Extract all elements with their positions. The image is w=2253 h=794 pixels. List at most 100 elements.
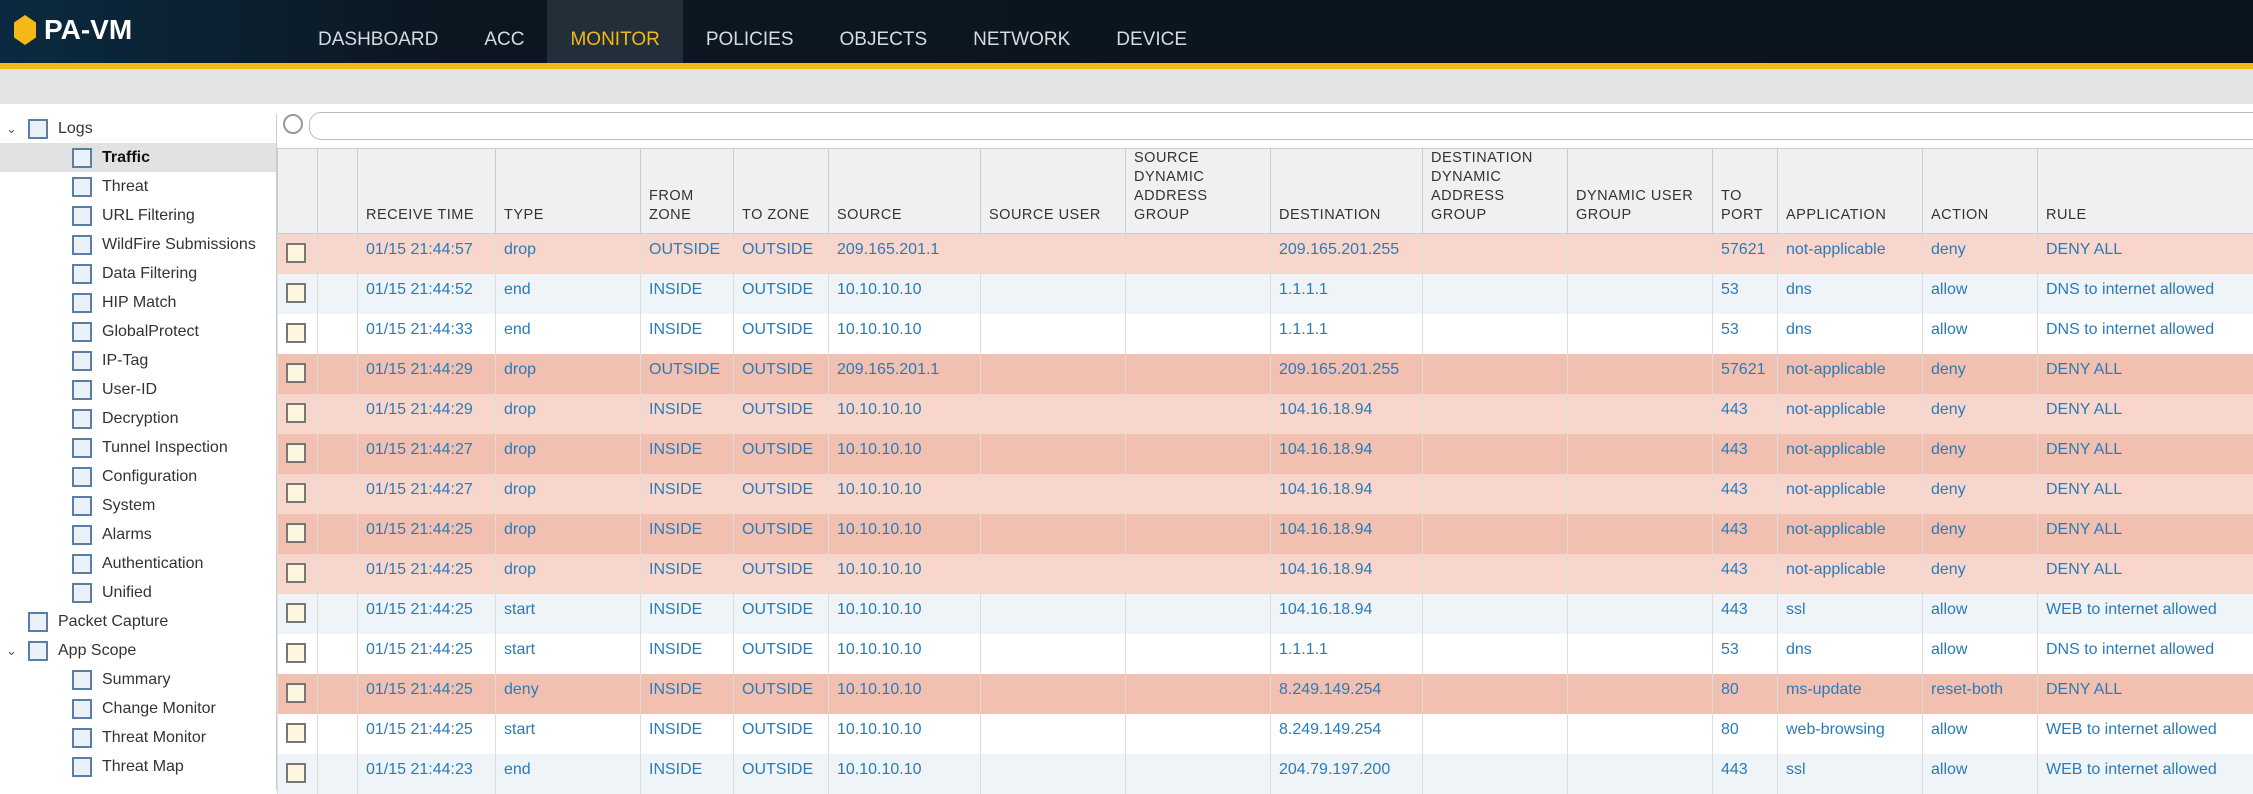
column-header[interactable]: DESTINATION DYNAMIC ADDRESS GROUP xyxy=(1423,149,1568,234)
sidebar-item[interactable]: Traffic xyxy=(0,143,276,172)
sidebar-item[interactable]: Packet Capture xyxy=(0,607,276,636)
sidebar-item[interactable]: IP-Tag xyxy=(0,346,276,375)
sidebar-item[interactable]: Configuration xyxy=(0,462,276,491)
sidebar-item[interactable]: Threat Monitor xyxy=(0,723,276,752)
column-header[interactable]: TYPE xyxy=(496,149,641,234)
detail-icon[interactable] xyxy=(286,403,306,423)
column-header[interactable]: FROM ZONE xyxy=(641,149,734,234)
sidebar-item[interactable]: Summary xyxy=(0,665,276,694)
cell-text: DENY ALL xyxy=(2046,681,2122,698)
detail-icon[interactable] xyxy=(286,603,306,623)
column-header[interactable]: TO PORT xyxy=(1713,149,1778,234)
detail-icon[interactable] xyxy=(286,243,306,263)
detail-icon[interactable] xyxy=(286,723,306,743)
log-cell: 80 xyxy=(1713,714,1778,754)
sidebar-item[interactable]: ⌄Logs xyxy=(0,114,276,143)
sidebar-item[interactable]: User-ID xyxy=(0,375,276,404)
nav-item[interactable]: MONITOR xyxy=(547,0,682,63)
column-header[interactable]: RECEIVE TIME xyxy=(358,149,496,234)
column-header[interactable]: ACTION xyxy=(1923,149,2038,234)
detail-icon[interactable] xyxy=(286,483,306,503)
blank-cell xyxy=(318,274,358,314)
sidebar-item[interactable]: Threat Map xyxy=(0,752,276,781)
log-cell: OUTSIDE xyxy=(734,754,829,794)
detail-icon[interactable] xyxy=(286,563,306,583)
nav-item[interactable]: POLICIES xyxy=(683,0,817,63)
sidebar-item[interactable]: Threat xyxy=(0,172,276,201)
log-cell: 443 xyxy=(1713,594,1778,634)
column-header[interactable]: SOURCE USER xyxy=(981,149,1126,234)
log-cell xyxy=(1423,634,1568,674)
column-header[interactable]: TO ZONE xyxy=(734,149,829,234)
sidebar-item[interactable]: Decryption xyxy=(0,404,276,433)
log-cell xyxy=(1568,234,1713,274)
log-cell xyxy=(981,394,1126,434)
sidebar-item[interactable]: WildFire Submissions xyxy=(0,230,276,259)
detail-icon[interactable] xyxy=(286,523,306,543)
sidebar-item[interactable]: System xyxy=(0,491,276,520)
detail-icon[interactable] xyxy=(286,683,306,703)
log-cell: 01/15 21:44:29 xyxy=(358,394,496,434)
sidebar-item[interactable]: Change Monitor xyxy=(0,694,276,723)
sidebar-item[interactable]: ⌄App Scope xyxy=(0,636,276,665)
sidebar-item[interactable]: Authentication xyxy=(0,549,276,578)
log-cell: drop xyxy=(496,394,641,434)
detail-icon[interactable] xyxy=(286,283,306,303)
cell-text: DENY ALL xyxy=(2046,521,2122,538)
sidebar-item[interactable]: GlobalProtect xyxy=(0,317,276,346)
nav-item[interactable]: DEVICE xyxy=(1093,0,1210,63)
cell-text: 80 xyxy=(1721,721,1739,738)
log-cell xyxy=(981,274,1126,314)
cell-text: 209.165.201.1 xyxy=(837,241,939,258)
detail-icon[interactable] xyxy=(286,443,306,463)
sidebar-item[interactable]: Tunnel Inspection xyxy=(0,433,276,462)
sidebar-item[interactable]: Alarms xyxy=(0,520,276,549)
sidebar-item[interactable]: URL Filtering xyxy=(0,201,276,230)
item-icon xyxy=(28,612,48,632)
sidebar-item[interactable]: Unified xyxy=(0,578,276,607)
nav-item[interactable]: ACC xyxy=(461,0,547,63)
search-input[interactable] xyxy=(309,112,2253,140)
logo: PA-VM xyxy=(14,14,132,46)
detail-icon[interactable] xyxy=(286,643,306,663)
column-header[interactable]: SOURCE DYNAMIC ADDRESS GROUP xyxy=(1126,149,1271,234)
item-label: Logs xyxy=(58,120,93,138)
nav-item[interactable]: NETWORK xyxy=(950,0,1093,63)
column-header[interactable]: DESTINATION xyxy=(1271,149,1423,234)
sidebar-item[interactable]: HIP Match xyxy=(0,288,276,317)
detail-icon[interactable] xyxy=(286,763,306,783)
sidebar-item[interactable]: Data Filtering xyxy=(0,259,276,288)
cell-text: OUTSIDE xyxy=(742,721,813,738)
cell-text: OUTSIDE xyxy=(742,281,813,298)
column-header[interactable]: RULE xyxy=(2038,149,2253,234)
cell-text: deny xyxy=(1931,401,1966,418)
log-cell: DNS to internet allowed xyxy=(2038,634,2253,674)
detail-icon[interactable] xyxy=(286,363,306,383)
cell-text: OUTSIDE xyxy=(742,321,813,338)
cell-text: DNS to internet allowed xyxy=(2046,321,2214,338)
log-cell: 01/15 21:44:25 xyxy=(358,594,496,634)
nav-item[interactable]: DASHBOARD xyxy=(295,0,461,63)
column-header[interactable]: SOURCE xyxy=(829,149,981,234)
column-header[interactable]: DYNAMIC USER GROUP xyxy=(1568,149,1713,234)
blank-cell xyxy=(318,314,358,354)
column-header[interactable]: APPLICATION xyxy=(1778,149,1923,234)
blank-cell xyxy=(318,754,358,794)
cell-text: 10.10.10.10 xyxy=(837,761,922,778)
detail-icon[interactable] xyxy=(286,323,306,343)
nav-item[interactable]: OBJECTS xyxy=(817,0,951,63)
